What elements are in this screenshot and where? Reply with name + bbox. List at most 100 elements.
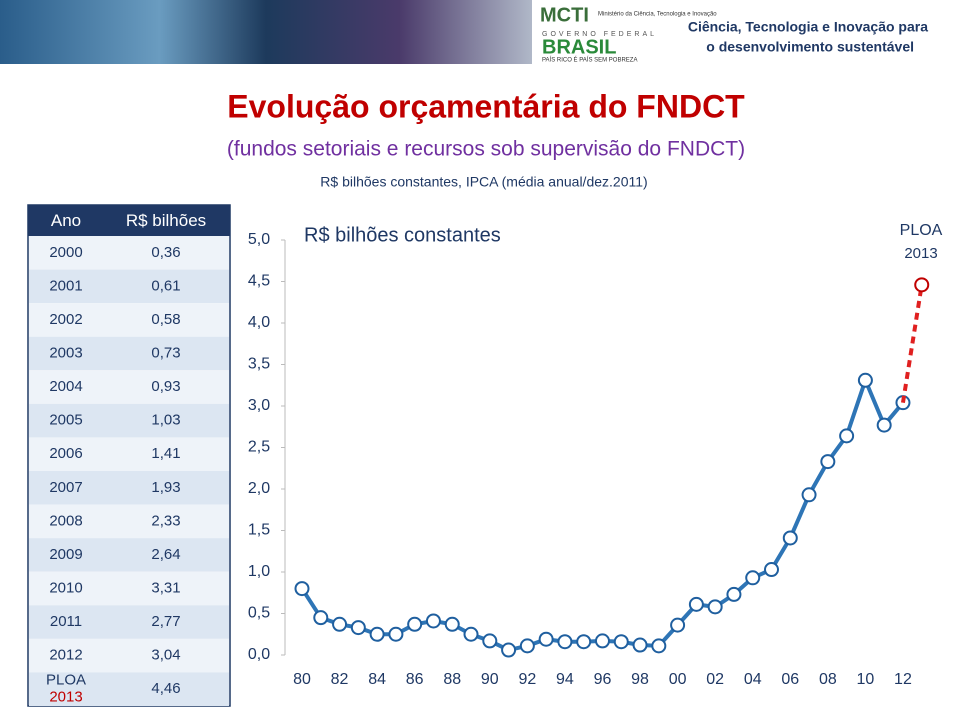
cell: 2003 [49,344,82,361]
table-row [29,403,229,438]
table-row [29,638,229,673]
logo-slogan: PAÍS RICO É PAÍS SEM POBREZA [542,57,637,64]
marker [313,610,329,626]
marker [425,613,441,629]
marker [576,634,592,650]
cell: 2012 [49,647,82,664]
banner-images [0,0,532,64]
table-row [29,269,229,304]
table-row [29,605,229,639]
marker [407,616,423,632]
cell: 3,04 [151,647,180,664]
cell: 2,33 [151,512,180,529]
series-line [300,374,905,653]
cell: 0,93 [151,378,180,395]
cell: 2006 [49,445,82,462]
marker [388,626,404,642]
x-tick-label: 02 [706,671,724,688]
table-header [28,205,230,236]
y-tick-label: 2,5 [248,439,270,456]
x-tick-label: 84 [368,671,386,688]
x-tick-label: 92 [518,671,536,688]
x-tick-label: 80 [293,671,311,688]
marker [782,530,798,546]
tagline: Ciência, Tecnologia e Inovação para [688,19,928,35]
cell: 2001 [49,277,82,294]
y-tick-label: 2,0 [248,480,270,497]
marker [332,616,348,632]
x-tick-label: 12 [894,671,912,688]
marker [764,562,779,578]
x-tick-label: 00 [669,671,687,688]
cell: 2009 [49,546,82,563]
cell: 2004 [49,378,82,395]
cell: 0,58 [151,311,180,328]
y-axis-label: R$ bilhões constantes [304,224,501,246]
y-tick-label: 0,5 [248,605,270,622]
table-row [29,471,229,505]
marker [914,277,930,293]
cell: 2008 [49,512,82,529]
marker [594,633,610,649]
x-tick-label: 10 [857,671,875,688]
cell: 2010 [49,579,82,596]
marker [688,596,704,612]
cell: 4,46 [151,680,180,697]
marker [839,428,855,444]
y-tick-label: 4,5 [248,273,270,290]
cell: 1,03 [151,412,180,429]
cell: 2013 [49,689,82,706]
cell: 2011 [50,613,82,630]
table-row [29,370,229,404]
marker [745,570,761,586]
y-tick-label: 4,0 [248,314,270,331]
cell: 0,73 [151,344,180,361]
marker [632,637,648,653]
logo [536,2,660,62]
table: Ano R$ bilhões 2000 0,36 2001 0,61 2002 0,58 200… [27,204,231,707]
table-row [29,437,229,471]
marker [294,581,310,597]
x-tick-label: 96 [594,671,612,688]
annotation: PLOA [900,222,943,239]
marker [651,638,667,654]
marker [369,626,385,642]
logo-brasil: BRASIL [542,36,616,58]
marker [557,634,573,650]
title: Evolução orçamentária do FNDCT [227,88,745,124]
y-tick-label: 5,0 [248,231,270,248]
marker [350,620,366,636]
chart: 0,0 0,5 1,0 1,5 2,0 2,5 3,0 3,5 4,0 4,5 5,0 80 82 84 8… [248,222,943,688]
cell: 2005 [49,412,82,429]
marker [444,616,460,632]
connector [900,284,924,403]
table-row [29,303,229,337]
y-tick-label: 3,0 [248,397,270,414]
x-tick-label: 94 [556,671,574,688]
marker [707,599,723,615]
cell: PLOA [46,672,86,689]
marker [857,372,873,388]
marker [820,454,836,470]
cell: 1,41 [151,445,180,462]
marker [876,417,892,433]
marker [482,633,498,649]
x-tick-label: 88 [443,671,461,688]
tagline: o desenvolvimento sustentável [706,39,914,55]
x-tick-label: 98 [631,671,649,688]
x-tick-label: 82 [331,671,349,688]
cell: 3,31 [151,579,180,596]
x-tick-label: 04 [744,671,762,688]
x-tick-label: 90 [481,671,499,688]
marker [726,586,742,602]
cell: 2000 [49,244,82,261]
header-cell: R$ bilhões [126,211,206,230]
table-row [29,538,229,572]
marker [538,631,554,647]
y-tick-label: 0,0 [248,646,270,663]
cell: 0,61 [151,277,180,294]
annotation: 2013 [904,245,937,262]
table-row [29,672,229,706]
table-row [29,236,229,270]
